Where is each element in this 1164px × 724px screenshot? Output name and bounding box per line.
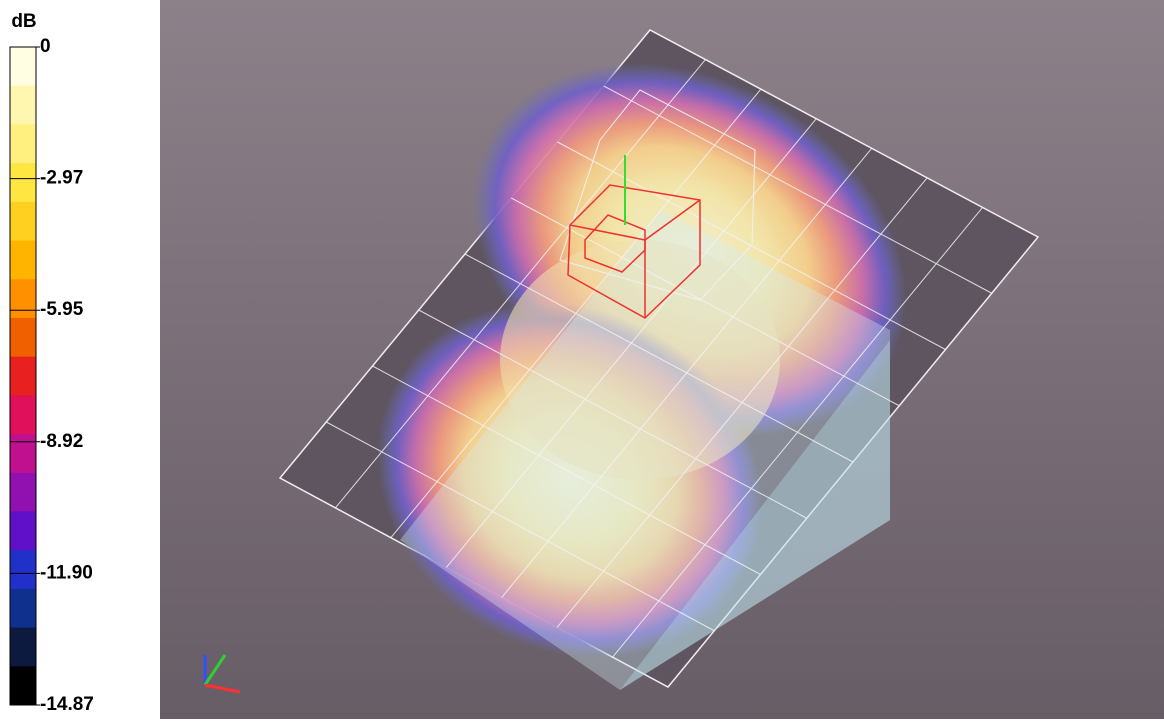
- field: [377, 63, 907, 658]
- colorbar-ticks: 0 -2.97 -5.95 -8.92 -11.90 -14.87: [10, 36, 94, 715]
- grid-line: [501, 147, 873, 598]
- tick-label: -2.97: [40, 168, 83, 189]
- phantom: [400, 210, 890, 690]
- color-band: [10, 279, 36, 319]
- color-band: [10, 511, 36, 551]
- colorbar: [9, 46, 37, 706]
- color-band: [10, 356, 36, 396]
- grid-line: [418, 309, 807, 519]
- grid-line: [511, 197, 900, 407]
- color-band: [10, 434, 36, 474]
- axis-icon: [203, 654, 241, 694]
- grid-line: [335, 59, 706, 509]
- color-band: [10, 124, 36, 164]
- color-band: [10, 47, 36, 87]
- grid-line: [464, 253, 854, 463]
- antenna: [567, 184, 701, 319]
- grid-line: [445, 118, 817, 568]
- tick-label: -5.95: [40, 299, 84, 320]
- phantom-side: [620, 340, 890, 690]
- color-band: [10, 472, 36, 512]
- grid-line: [612, 207, 983, 658]
- source-box: [559, 89, 756, 301]
- color-band: [10, 666, 36, 706]
- color-band: [10, 627, 36, 667]
- grid: [326, 59, 992, 658]
- color-band: [10, 240, 36, 280]
- color-band: [10, 201, 36, 242]
- tick-label: -11.90: [40, 562, 93, 583]
- grid-line: [603, 85, 992, 294]
- grid-line: [390, 88, 762, 539]
- tick-label: -14.87: [40, 694, 94, 715]
- color-band: [10, 85, 36, 125]
- color-band: [10, 395, 36, 435]
- grid-line: [372, 365, 761, 575]
- tick-label: -8.92: [40, 431, 83, 452]
- color-band: [10, 317, 36, 358]
- color-band: [10, 550, 36, 590]
- color-band: [10, 588, 36, 629]
- grid-line: [556, 177, 928, 628]
- grid-line: [326, 421, 715, 632]
- color-band: [10, 163, 36, 203]
- colorbar-unit: dB: [11, 11, 36, 32]
- tick-label: 0: [40, 36, 51, 57]
